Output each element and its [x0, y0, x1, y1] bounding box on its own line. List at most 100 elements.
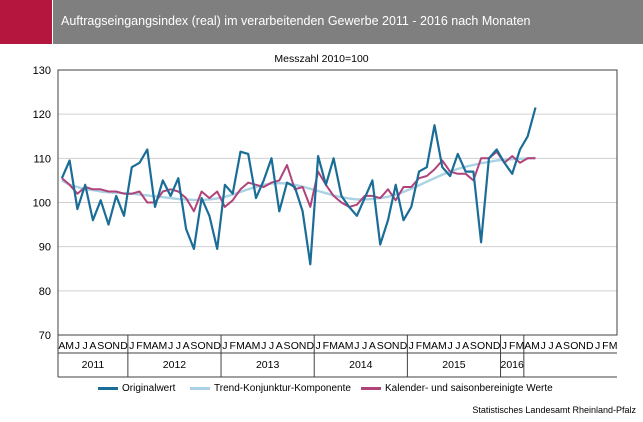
x-tick-month: A: [152, 340, 159, 352]
x-tick-month: J: [354, 340, 359, 352]
x-tick-month: M: [65, 340, 74, 352]
legend-swatch-seasonal: [361, 387, 381, 390]
x-tick-month: O: [291, 340, 299, 352]
legend-label-seasonal: Kalender- und saisonbereinigte Werte: [385, 383, 553, 394]
x-tick-month: M: [422, 340, 431, 352]
x-tick-month: A: [369, 340, 376, 352]
x-tick-month: O: [198, 340, 206, 352]
x-tick-year: 2011: [82, 359, 105, 371]
x-tick-month: J: [83, 340, 88, 352]
x-tick-year: 2016: [501, 359, 525, 371]
x-tick-month: J: [269, 340, 274, 352]
x-tick-month: J: [176, 340, 181, 352]
x-tick-month: J: [222, 340, 227, 352]
x-tick-month: J: [595, 340, 600, 352]
x-tick-month: F: [602, 340, 608, 352]
legend-label-trend: Trend-Konjunktur-Komponente: [214, 383, 351, 394]
x-tick-month: M: [531, 340, 540, 352]
x-tick-month: D: [307, 340, 315, 352]
x-tick-month: S: [470, 340, 477, 352]
legend-item-seasonal: Kalender- und saisonbereinigte Werte: [361, 383, 553, 394]
x-tick-month: M: [438, 340, 447, 352]
x-tick-month: D: [400, 340, 408, 352]
x-tick-year: 2015: [442, 359, 466, 371]
x-tick-month: S: [190, 340, 197, 352]
axes: [57, 69, 618, 336]
chart-title: Auftragseingangsindex (real) im verarbei…: [61, 14, 531, 28]
x-tick-month: S: [97, 340, 104, 352]
x-tick-month: J: [502, 340, 507, 352]
x-tick-month: N: [112, 340, 120, 352]
x-tick-month: D: [586, 340, 594, 352]
x-tick-month: S: [377, 340, 384, 352]
x-tick-month: O: [477, 340, 485, 352]
x-tick-month: J: [409, 340, 414, 352]
source-note: Statistisches Landesamt Rheinland-Pfalz: [472, 405, 636, 415]
x-tick-month: F: [229, 340, 235, 352]
x-tick-year: 2013: [256, 359, 280, 371]
y-tick-label: 70: [39, 330, 51, 342]
x-tick-month: A: [89, 340, 96, 352]
y-tick-label: 90: [39, 242, 51, 254]
x-tick-month: J: [362, 340, 367, 352]
x-tick-month: M: [609, 340, 618, 352]
x-tick-month: F: [509, 340, 515, 352]
x-tick-month: N: [485, 340, 493, 352]
x-tick-month: D: [213, 340, 221, 352]
x-tick-month: A: [462, 340, 469, 352]
x-tick-month: D: [120, 340, 128, 352]
x-tick-month: J: [168, 340, 173, 352]
y-tick-label: 130: [33, 65, 51, 77]
x-tick-month: F: [136, 340, 142, 352]
legend-item-original: Originalwert: [98, 383, 175, 394]
x-tick-month: A: [524, 340, 531, 352]
x-tick-month: M: [158, 340, 167, 352]
x-tick-month: M: [516, 340, 525, 352]
header-accent: [0, 0, 52, 44]
x-tick-month: J: [541, 340, 546, 352]
x-tick-month: M: [345, 340, 354, 352]
x-tick-month: J: [75, 340, 80, 352]
x-tick-month: J: [548, 340, 553, 352]
x-tick-month: A: [183, 340, 190, 352]
series-line-seasonal: [61, 150, 536, 213]
x-tick-month: N: [578, 340, 586, 352]
x-tick-month: M: [252, 340, 261, 352]
x-tick-month: O: [104, 340, 112, 352]
x-tick-month: N: [206, 340, 214, 352]
x-tick-month: F: [416, 340, 422, 352]
x-tick-month: O: [570, 340, 578, 352]
y-tick-label: 80: [39, 286, 51, 298]
x-tick-month: N: [299, 340, 307, 352]
x-tick-month: F: [323, 340, 329, 352]
x-tick-month: D: [493, 340, 501, 352]
legend-item-trend: Trend-Konjunktur-Komponente: [190, 383, 351, 394]
series-lines: [60, 107, 537, 266]
x-tick-month: N: [392, 340, 400, 352]
y-tick-label: 110: [33, 153, 51, 165]
chart-subtitle: Messzahl 2010=100: [274, 53, 369, 65]
x-tick-month: A: [338, 340, 345, 352]
x-tick-month: M: [143, 340, 152, 352]
header-bar: [53, 0, 643, 44]
x-tick-month: J: [315, 340, 320, 352]
legend-swatch-original: [98, 387, 118, 390]
x-tick-month: A: [245, 340, 252, 352]
x-tick-month: A: [431, 340, 438, 352]
plot-frame: [57, 69, 618, 336]
x-tick-month: M: [236, 340, 245, 352]
y-tick-label: 100: [33, 198, 51, 210]
x-tick-month: O: [384, 340, 392, 352]
x-tick-month: A: [276, 340, 283, 352]
x-tick-month: S: [563, 340, 570, 352]
x-tick-month: S: [284, 340, 291, 352]
legend-label-original: Originalwert: [122, 383, 176, 394]
y-tick-label: 120: [33, 109, 51, 121]
x-tick-year: 2014: [349, 359, 373, 371]
y-axis-ticks: 70 80 90 100 110 120 130: [33, 65, 51, 342]
x-tick-month: A: [58, 340, 65, 352]
x-tick-month: J: [455, 340, 460, 352]
x-tick-month: J: [129, 340, 134, 352]
